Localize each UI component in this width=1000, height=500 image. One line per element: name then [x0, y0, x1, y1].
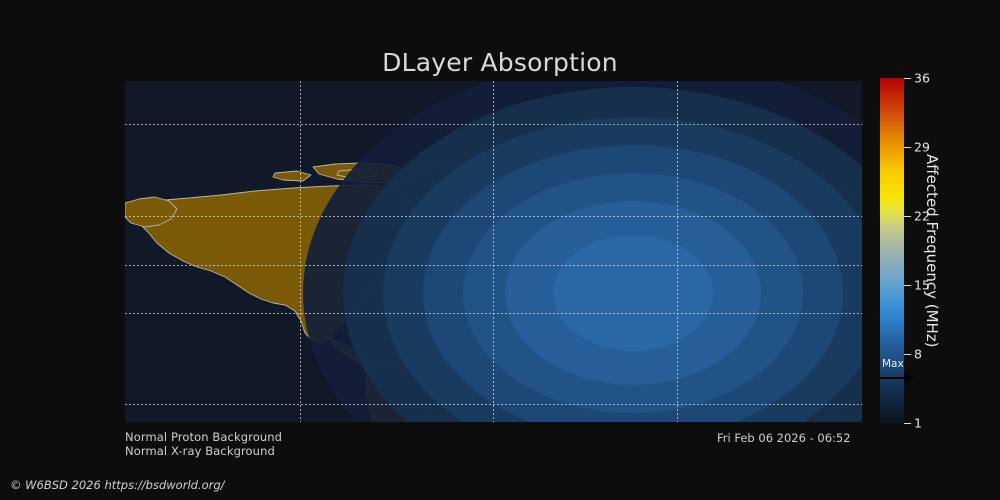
colorbar-label-15: 15: [914, 277, 930, 293]
xray-background-note: Normal X-ray Background: [125, 444, 275, 458]
timestamp: Fri Feb 06 2026 - 06:52: [717, 431, 851, 445]
colorbar-label-8: 8: [914, 346, 922, 362]
max-marker-label: Max: [882, 358, 904, 370]
colorbar-label-22: 22: [914, 208, 930, 224]
colorbar-max-marker: Max: [880, 359, 916, 385]
credit-line[interactable]: © W6BSD 2026 https://bsdworld.org/: [10, 478, 225, 492]
colorbar-gradient: [880, 78, 904, 423]
colorbar-label-29: 29: [914, 139, 930, 155]
colorbar-tick-22: [904, 216, 911, 217]
colorbar-tick-29: [904, 147, 911, 148]
colorbar-axis-title: Affected Frequency (MHz): [923, 153, 941, 348]
colorbar-tick-36: [904, 78, 911, 79]
world-map[interactable]: [125, 81, 862, 422]
page-title: DLayer Absorption: [382, 48, 618, 77]
colorbar-tick-15: [904, 285, 911, 286]
proton-background-note: Normal Proton Background: [125, 430, 283, 444]
max-arrow-icon: [880, 373, 914, 383]
colorbar[interactable]: 36 29 22 15 8 1 Max: [880, 71, 930, 431]
colorbar-tick-1: [904, 423, 911, 424]
colorbar-label-1: 1: [914, 415, 922, 431]
map-landmass-layer: [125, 81, 862, 422]
colorbar-tick-8: [904, 354, 911, 355]
colorbar-label-36: 36: [914, 70, 930, 86]
